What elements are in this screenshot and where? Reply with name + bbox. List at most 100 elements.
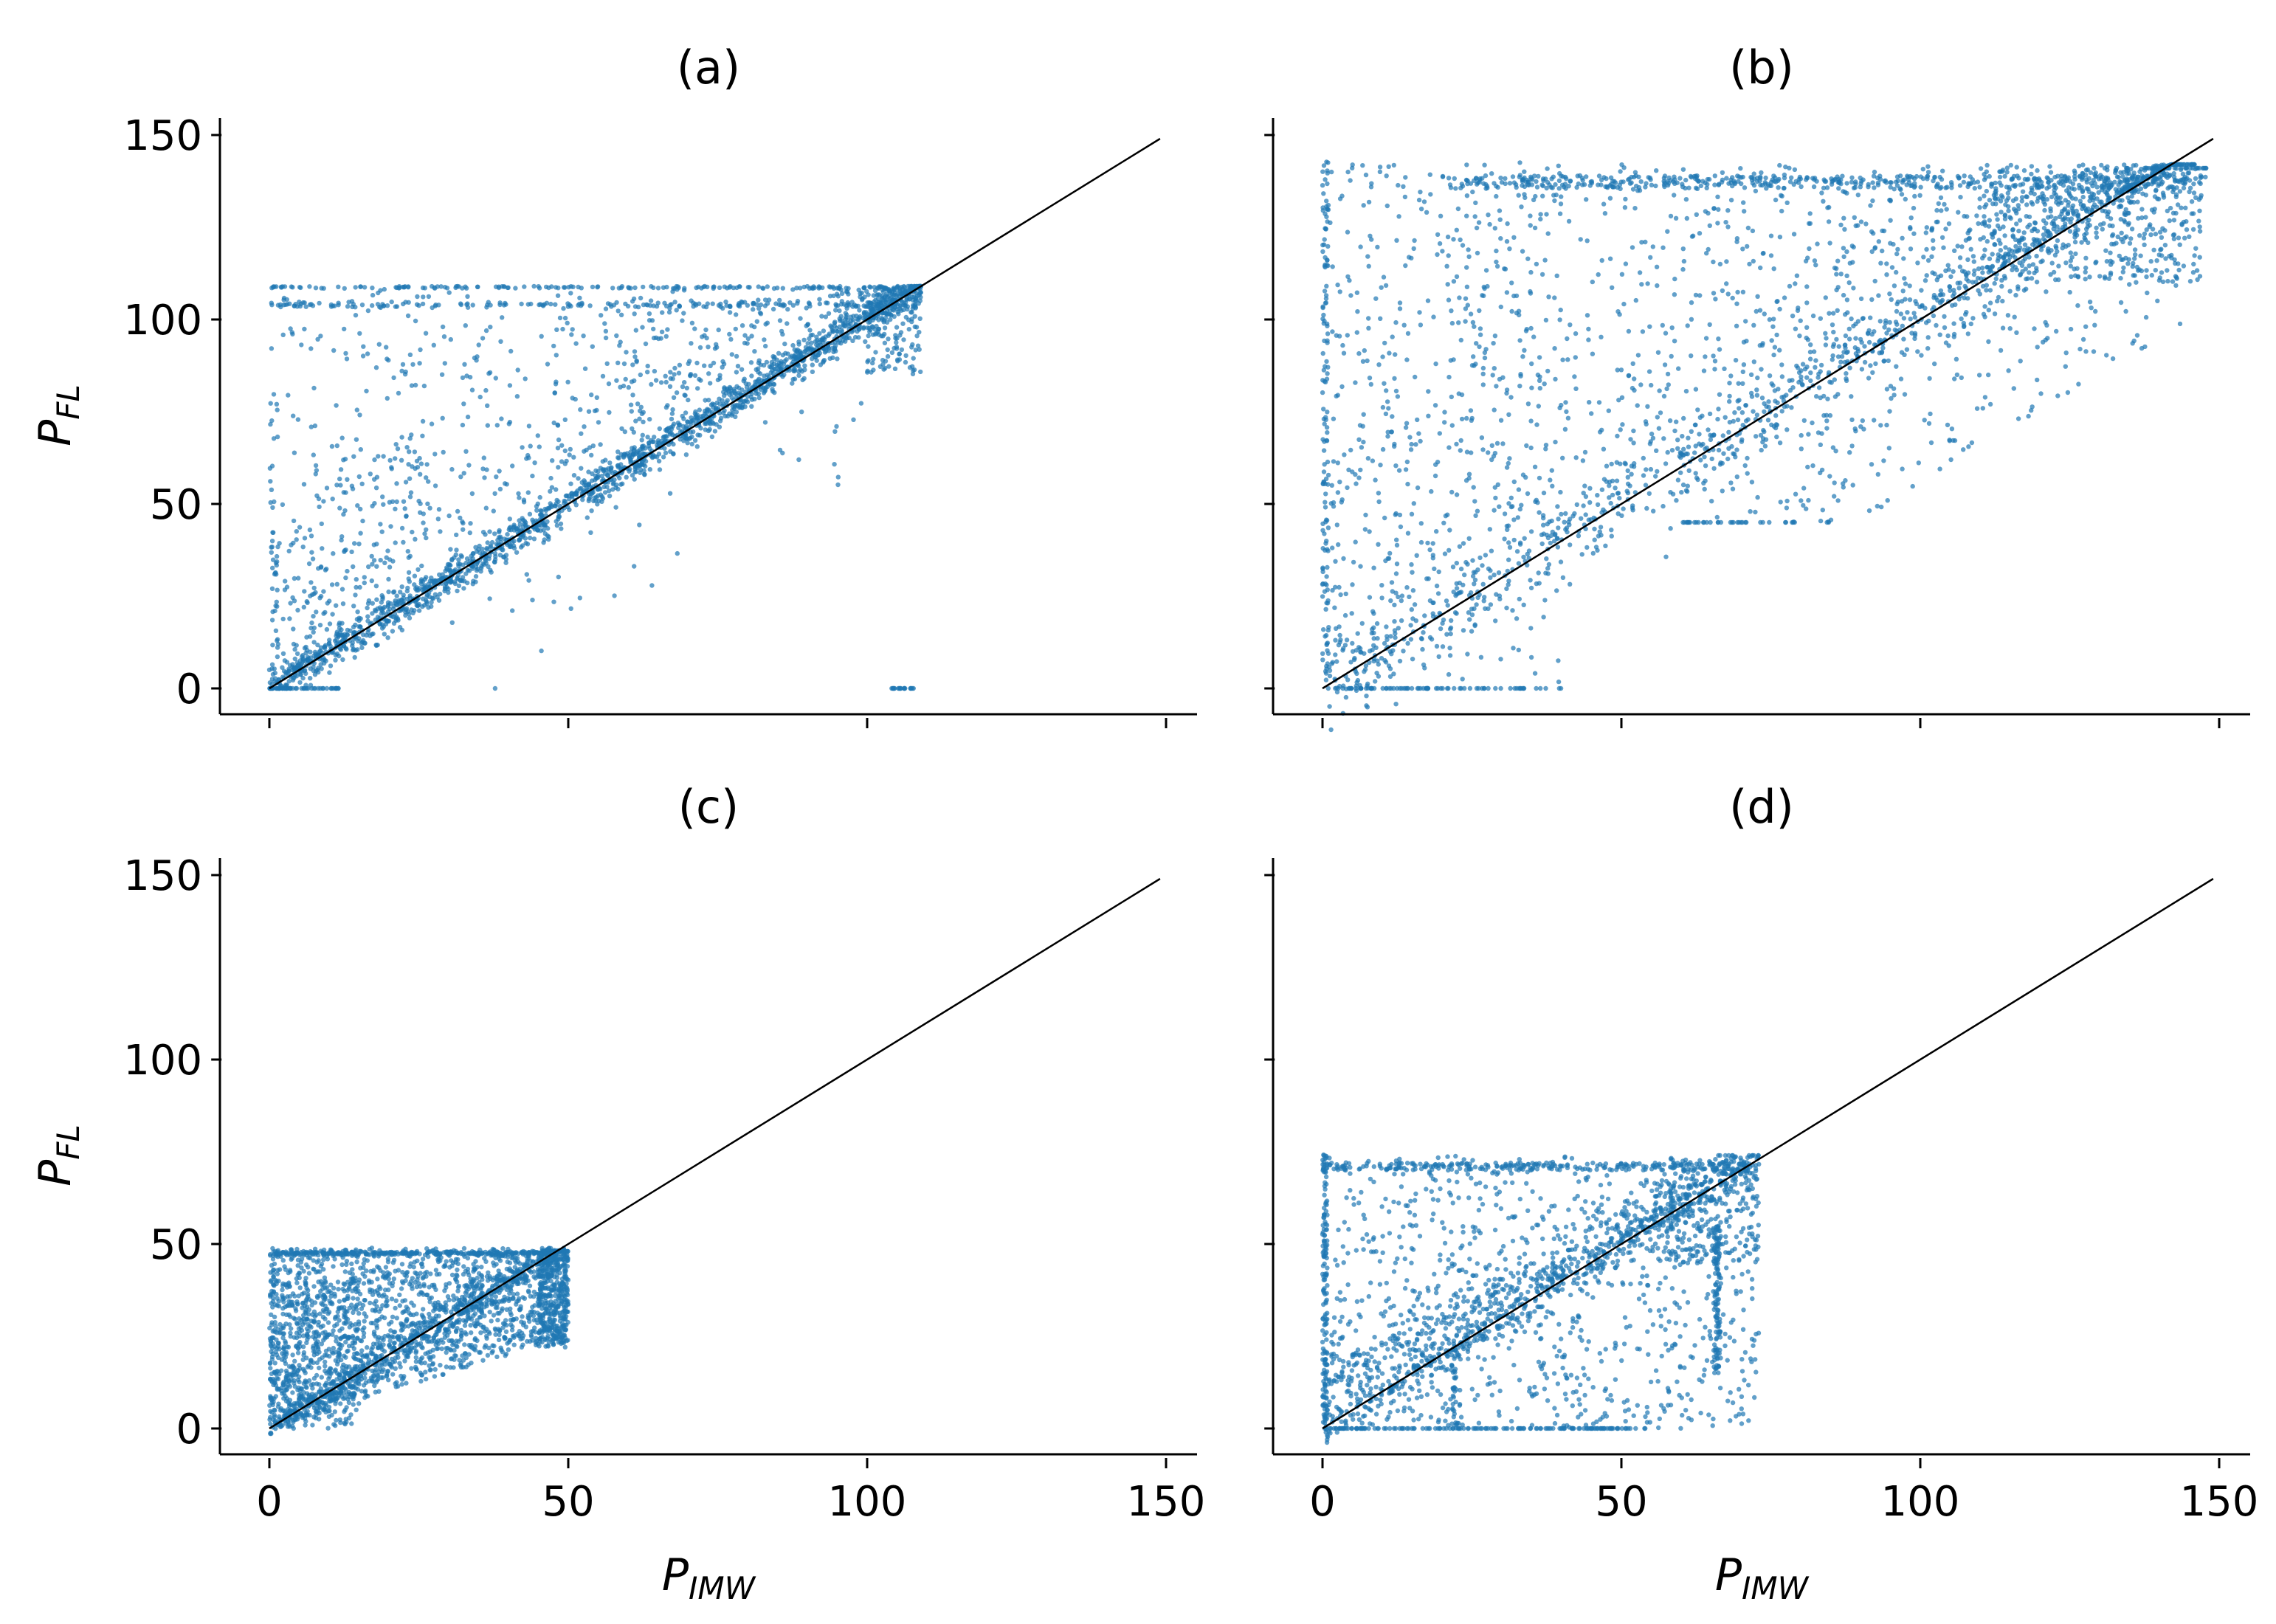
scatter-point: [410, 530, 414, 534]
scatter-point: [370, 632, 374, 636]
scatter-point: [1369, 237, 1373, 241]
scatter-point: [704, 336, 708, 340]
scatter-point: [415, 459, 419, 463]
scatter-point: [1405, 482, 1410, 486]
scatter-point: [335, 443, 339, 448]
scatter-point: [492, 491, 497, 496]
scatter-point: [1596, 502, 1600, 507]
scatter-point: [1711, 206, 1716, 210]
scatter-point: [1475, 251, 1480, 255]
scatter-point: [407, 556, 411, 560]
scatter-point: [603, 457, 607, 462]
scatter-point: [632, 445, 637, 449]
scatter-point: [1740, 246, 1745, 251]
scatter-point: [1556, 164, 1561, 168]
scatter-point: [717, 303, 721, 308]
scatter-point: [1555, 274, 1559, 278]
scatter-point: [1331, 417, 1336, 421]
scatter-point: [390, 500, 395, 504]
scatter-point: [1915, 349, 1920, 353]
scatter-point: [1670, 448, 1675, 452]
scatter-point: [1386, 556, 1390, 561]
scatter-point: [355, 647, 359, 652]
scatter-point: [1681, 447, 1686, 452]
scatter-point: [839, 302, 844, 306]
scatter-point: [1790, 314, 1795, 318]
scatter-point: [1755, 412, 1759, 417]
scatter-point: [1520, 354, 1525, 359]
scatter-point: [274, 284, 278, 288]
scatter-point: [1838, 360, 1843, 364]
scatter-point: [554, 353, 559, 357]
scatter-point: [1851, 324, 1855, 328]
scatter-point: [337, 505, 342, 510]
scatter-point: [1576, 533, 1581, 538]
scatter-point: [281, 297, 286, 302]
scatter-point: [470, 556, 475, 561]
scatter-point: [1661, 246, 1665, 250]
scatter-point: [1934, 323, 1938, 328]
scatter-point: [1977, 205, 1982, 210]
scatter-point: [737, 284, 742, 288]
scatter-point: [1899, 311, 1903, 316]
scatter-point: [1712, 367, 1717, 371]
scatter-point: [749, 360, 754, 364]
scatter-point: [1472, 499, 1477, 503]
scatter-point: [415, 588, 419, 592]
scatter-point: [759, 362, 763, 367]
scatter-point: [281, 333, 286, 337]
scatter-point: [656, 438, 661, 443]
scatter-point: [1412, 246, 1416, 251]
scatter-point: [362, 641, 367, 646]
scatter-point: [1987, 218, 1992, 222]
scatter-point: [556, 500, 560, 504]
scatter-point: [765, 284, 770, 288]
scatter-point: [624, 453, 628, 457]
scatter-point: [1504, 606, 1508, 610]
scatter-point: [1804, 300, 1809, 305]
scatter-point: [1739, 438, 1744, 442]
scatter-point: [488, 370, 492, 375]
scatter-point: [487, 596, 492, 601]
scatter-point: [1900, 236, 1904, 241]
scatter-point: [1661, 323, 1665, 328]
scatter-point: [801, 285, 806, 289]
scatter-point: [649, 382, 653, 387]
scatter-point: [427, 294, 431, 299]
scatter-point: [508, 383, 512, 387]
scatter-point: [302, 589, 306, 593]
scatter-point: [1493, 226, 1497, 230]
scatter-point: [1925, 165, 1930, 169]
scatter-point: [1930, 226, 1934, 230]
scatter-point: [1345, 637, 1349, 642]
scatter-point: [1902, 316, 1906, 320]
scatter-point: [568, 291, 573, 295]
scatter-point: [737, 301, 741, 305]
scatter-point: [832, 429, 837, 434]
scatter-point: [1585, 313, 1590, 317]
scatter-point: [1666, 372, 1670, 376]
scatter-point: [1596, 533, 1601, 538]
scatter-point: [349, 550, 354, 554]
scatter-point: [1543, 571, 1548, 576]
scatter-point: [421, 294, 425, 299]
scatter-point: [1598, 429, 1602, 434]
scatter-point: [1376, 542, 1380, 547]
scatter-point: [1404, 585, 1409, 590]
scatter-point: [385, 396, 390, 401]
scatter-point: [739, 367, 744, 372]
scatter-point: [856, 335, 861, 339]
scatter-point: [1446, 603, 1450, 607]
scatter-point: [1352, 656, 1356, 660]
scatter-point: [1732, 410, 1737, 415]
scatter-point: [1844, 191, 1849, 196]
scatter-point: [468, 521, 472, 525]
scatter-point: [1579, 237, 1583, 241]
scatter-point: [342, 327, 346, 331]
scatter-point: [268, 680, 272, 685]
scatter-point: [607, 460, 612, 465]
scatter-point: [851, 418, 855, 422]
scatter-point: [1831, 330, 1835, 334]
scatter-point: [407, 477, 412, 481]
scatter-point: [898, 304, 903, 308]
